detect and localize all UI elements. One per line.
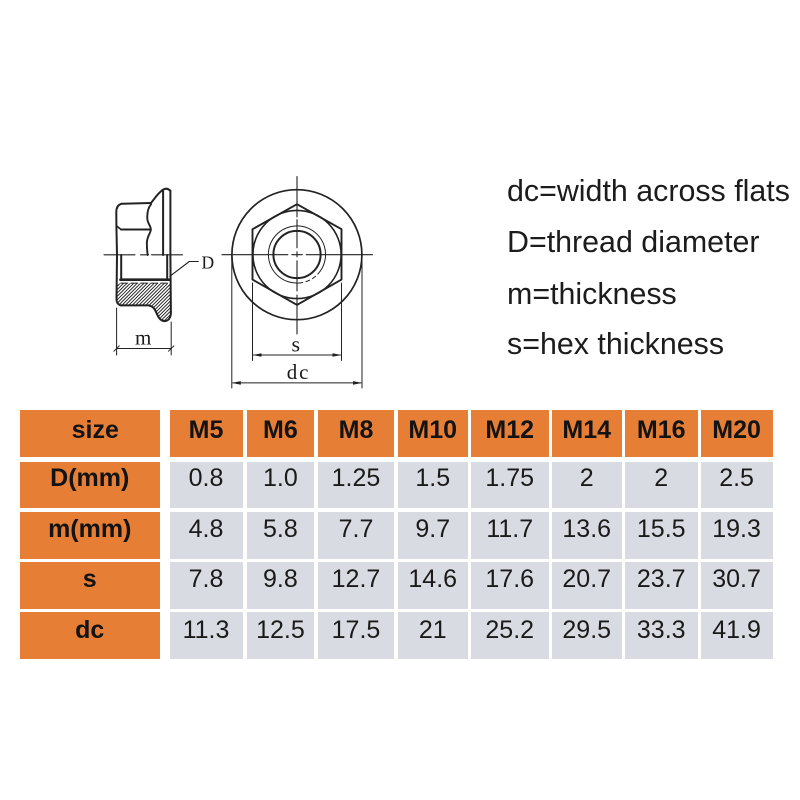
svg-text:m: m bbox=[135, 326, 151, 350]
svg-text:D: D bbox=[202, 253, 215, 273]
svg-text:dc: dc bbox=[287, 360, 310, 384]
svg-text:s: s bbox=[292, 331, 301, 356]
